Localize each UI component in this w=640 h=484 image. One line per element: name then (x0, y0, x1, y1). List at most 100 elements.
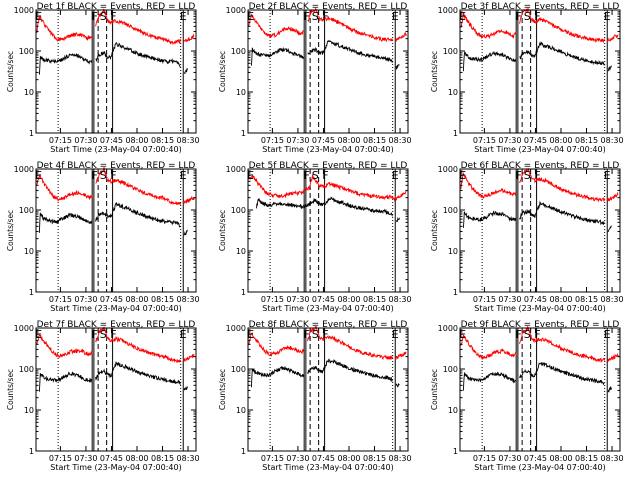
x-tick-label: 08:15 (363, 454, 386, 463)
region-letter: E (392, 328, 399, 341)
x-tick-label: 07:45 (100, 136, 123, 145)
x-tick-label: 08:00 (337, 295, 360, 304)
x-tick-label: 07:15 (261, 295, 284, 304)
x-tick-label: 08:15 (363, 136, 386, 145)
x-tick-label: 07:45 (312, 454, 335, 463)
y-tick-label: 10 (236, 88, 246, 97)
x-tick-label: 08:00 (549, 295, 572, 304)
y-tick-label: 10 (448, 406, 458, 415)
plot-frame (459, 9, 621, 134)
y-tick-label: 1000 (438, 165, 458, 174)
y-tick-label: 100 (231, 365, 246, 374)
x-tick-label: 07:45 (524, 454, 547, 463)
x-axis-label: Start Time (23-May-04 07:00:40) (474, 145, 605, 154)
x-tick-label: 08:30 (177, 136, 200, 145)
region-letter: F (92, 169, 98, 182)
x-tick-label: 08:15 (151, 136, 174, 145)
region-letter: F (110, 328, 116, 341)
chart-title: Det 7f BLACK = Events, RED = LLD (37, 320, 196, 330)
region-letter: S (100, 10, 107, 23)
events-series-line (38, 202, 188, 236)
x-tick-label: 07:30 (286, 454, 309, 463)
events-series-line (250, 358, 400, 388)
region-letter: F (304, 328, 310, 341)
region-letter: E (247, 10, 254, 23)
region-letter: E (392, 10, 399, 23)
events-series-line (462, 361, 612, 393)
y-tick-label: 1 (241, 288, 246, 297)
x-tick-label: 07:30 (286, 295, 309, 304)
y-tick-label: 1000 (14, 324, 34, 333)
x-axis-label: Start Time (23-May-04 07:00:40) (262, 304, 393, 313)
y-tick-label: 10 (24, 88, 34, 97)
y-tick-label: 10 (24, 406, 34, 415)
events-series-line (250, 39, 400, 71)
y-axis-label: Counts/sec (6, 210, 15, 251)
lld-series-line (460, 167, 619, 203)
region-letter: S (524, 10, 531, 23)
y-axis-label: Counts/sec (430, 51, 439, 92)
chart-title: Det 2f BLACK = Events, RED = LLD (249, 2, 408, 12)
x-tick-label: 07:15 (49, 136, 72, 145)
x-tick-label: 08:30 (389, 454, 412, 463)
x-tick-label: 08:30 (389, 295, 412, 304)
chart-title: Det 1f BLACK = Events, RED = LLD (37, 2, 196, 12)
region-letter: F (322, 328, 328, 341)
chart-title: Det 5f BLACK = Events, RED = LLD (249, 161, 408, 171)
region-letter: F (534, 10, 540, 23)
x-axis-label: Start Time (23-May-04 07:00:40) (262, 463, 393, 472)
region-letter: E (459, 169, 466, 182)
region-letter: E (604, 328, 611, 341)
y-tick-label: 1000 (226, 324, 246, 333)
chart-title: Det 3f BLACK = Events, RED = LLD (461, 2, 620, 12)
region-letter: S (312, 328, 319, 341)
region-letter: E (35, 10, 42, 23)
chart-title: Det 6f BLACK = Events, RED = LLD (461, 161, 620, 171)
region-letter: F (516, 328, 522, 341)
region-letter: F (92, 10, 98, 23)
plot-frame (459, 327, 621, 452)
x-axis-label: Start Time (23-May-04 07:00:40) (474, 463, 605, 472)
plot-frame (459, 168, 621, 293)
x-tick-label: 07:30 (74, 454, 97, 463)
plot-frame (247, 9, 409, 134)
y-tick-label: 100 (19, 206, 34, 215)
y-tick-label: 1 (29, 288, 34, 297)
x-tick-label: 07:15 (473, 295, 496, 304)
x-tick-label: 07:30 (498, 454, 521, 463)
region-letter: E (180, 169, 187, 182)
events-series-line (256, 196, 400, 223)
chart-title: Det 4f BLACK = Events, RED = LLD (37, 161, 196, 171)
region-letter: E (459, 10, 466, 23)
x-tick-label: 08:30 (177, 454, 200, 463)
events-series-line (462, 41, 612, 72)
lld-series-line (248, 173, 407, 202)
x-tick-label: 08:15 (363, 295, 386, 304)
y-tick-label: 1000 (438, 6, 458, 15)
y-tick-label: 1000 (14, 165, 34, 174)
y-axis-label: Counts/sec (218, 51, 227, 92)
y-tick-label: 100 (19, 47, 34, 56)
region-letter: F (110, 169, 116, 182)
x-tick-label: 08:15 (575, 454, 598, 463)
x-tick-label: 07:30 (498, 136, 521, 145)
x-tick-label: 08:00 (549, 454, 572, 463)
events-series-line (38, 42, 188, 75)
x-tick-label: 07:15 (261, 454, 284, 463)
y-tick-label: 10 (448, 88, 458, 97)
region-letter: S (100, 169, 107, 182)
x-tick-label: 07:45 (524, 136, 547, 145)
y-axis-label: Counts/sec (430, 369, 439, 410)
y-tick-label: 1000 (226, 6, 246, 15)
y-tick-label: 10 (24, 247, 34, 256)
x-tick-label: 08:15 (151, 454, 174, 463)
lld-series-line (248, 7, 407, 43)
region-letter: F (516, 10, 522, 23)
events-series-line (38, 361, 188, 392)
region-letter: E (247, 328, 254, 341)
